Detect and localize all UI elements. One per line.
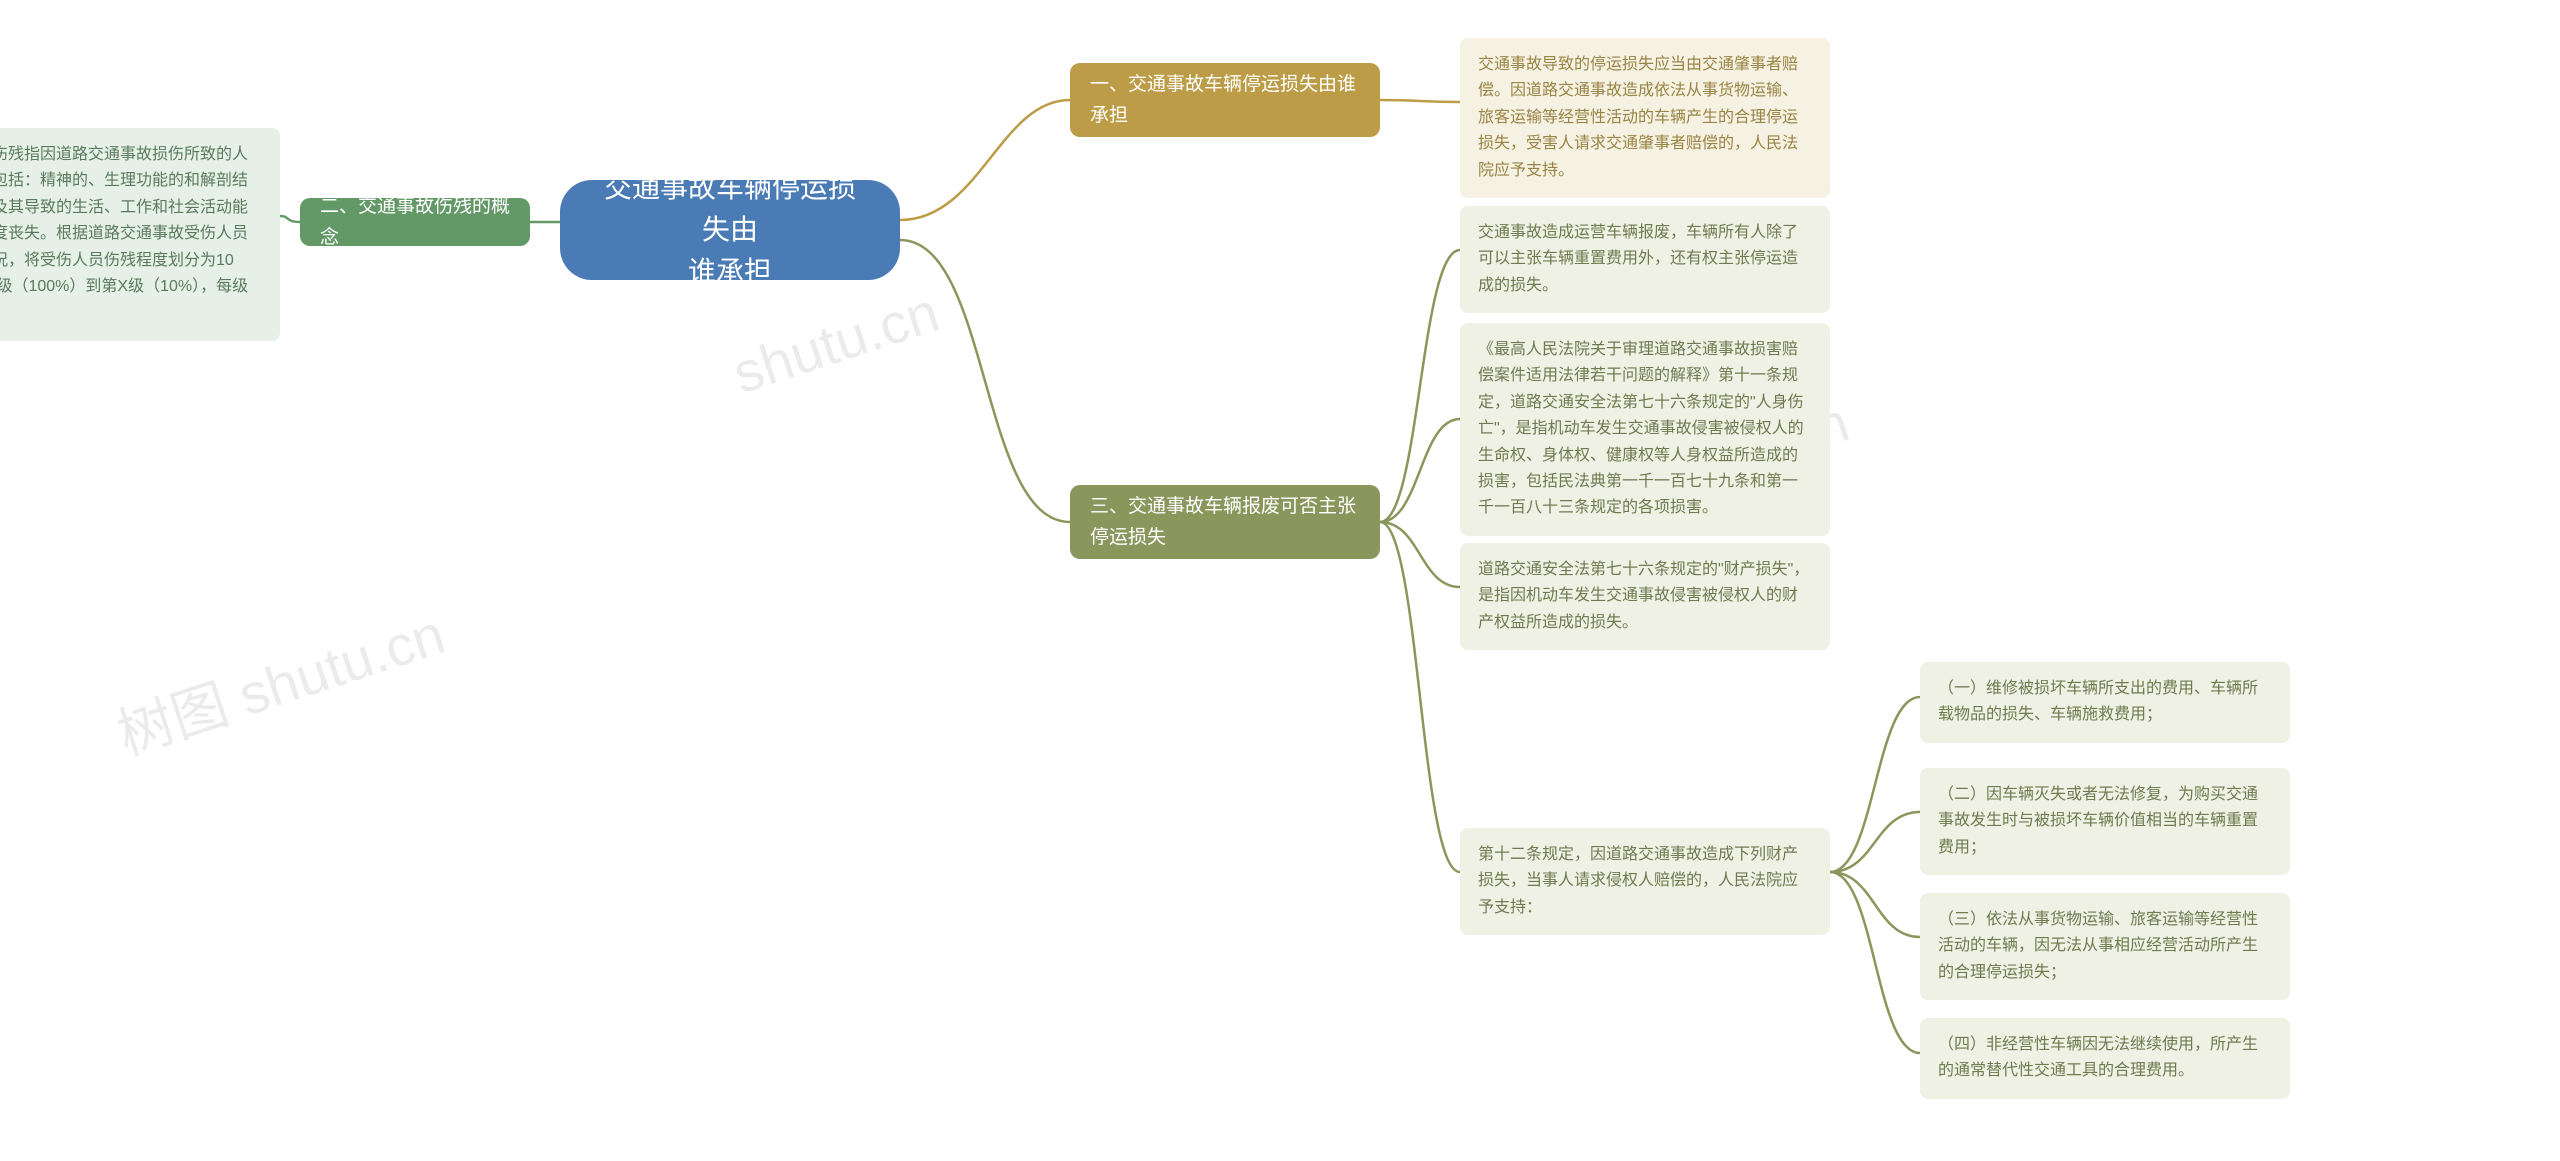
leaf-text: 交通事故造成运营车辆报废，车辆所有人除了可以主张车辆重置费用外，还有权主张停运造… xyxy=(1478,220,1812,299)
branch-1[interactable]: 一、交通事故车辆停运损失由谁承担 xyxy=(1070,63,1380,137)
leaf-text: （二）因车辆灭失或者无法修复，为购买交通事故发生时与被损坏车辆价值相当的车辆重置… xyxy=(1938,782,2272,861)
branch-2[interactable]: 二、交通事故伤残的概念 xyxy=(300,198,530,246)
branch-3-leaf-3[interactable]: 第十二条规定，因道路交通事故造成下列财产损失，当事人请求侵权人赔偿的，人民法院应… xyxy=(1460,828,1830,935)
branch-2-leaf[interactable]: 交通事故伤残指因道路交通事故损伤所致的人体残疾。包括：精神的、生理功能的和解剖结… xyxy=(0,128,280,341)
branch-3-leaf-1[interactable]: 《最高人民法院关于审理道路交通事故损害赔偿案件适用法律若干问题的解释》第十一条规… xyxy=(1460,323,1830,536)
leaf-text: 道路交通安全法第七十六条规定的"财产损失"，是指因机动车发生交通事故侵害被侵权人… xyxy=(1478,557,1812,636)
leaf-text: 《最高人民法院关于审理道路交通事故损害赔偿案件适用法律若干问题的解释》第十一条规… xyxy=(1478,337,1812,522)
watermark: 树图 shutu.cn xyxy=(106,590,454,772)
leaf-text: （四）非经营性车辆因无法继续使用，所产生的通常替代性交通工具的合理费用。 xyxy=(1938,1032,2272,1085)
branch-3-leaf-3-child-2[interactable]: （三）依法从事货物运输、旅客运输等经营性活动的车辆，因无法从事相应经营活动所产生… xyxy=(1920,893,2290,1000)
root-node[interactable]: 交通事故车辆停运损失由 谁承担 xyxy=(560,180,900,280)
branch-1-leaf[interactable]: 交通事故导致的停运损失应当由交通肇事者赔偿。因道路交通事故造成依法从事货物运输、… xyxy=(1460,38,1830,198)
branch-1-label: 一、交通事故车辆停运损失由谁承担 xyxy=(1090,69,1360,132)
leaf-text: （三）依法从事货物运输、旅客运输等经营性活动的车辆，因无法从事相应经营活动所产生… xyxy=(1938,907,2272,986)
branch-3[interactable]: 三、交通事故车辆报废可否主张停运损失 xyxy=(1070,485,1380,559)
root-text: 交通事故车辆停运损失由 谁承担 xyxy=(596,167,864,293)
branch-3-label: 三、交通事故车辆报废可否主张停运损失 xyxy=(1090,491,1360,554)
branch-1-leaf-text: 交通事故导致的停运损失应当由交通肇事者赔偿。因道路交通事故造成依法从事货物运输、… xyxy=(1478,52,1812,184)
branch-3-leaf-3-child-3[interactable]: （四）非经营性车辆因无法继续使用，所产生的通常替代性交通工具的合理费用。 xyxy=(1920,1018,2290,1099)
branch-3-leaf-2[interactable]: 道路交通安全法第七十六条规定的"财产损失"，是指因机动车发生交通事故侵害被侵权人… xyxy=(1460,543,1830,650)
leaf-text: （一）维修被损坏车辆所支出的费用、车辆所载物品的损失、车辆施救费用； xyxy=(1938,676,2272,729)
branch-2-leaf-text: 交通事故伤残指因道路交通事故损伤所致的人体残疾。包括：精神的、生理功能的和解剖结… xyxy=(0,142,262,327)
leaf-text: 第十二条规定，因道路交通事故造成下列财产损失，当事人请求侵权人赔偿的，人民法院应… xyxy=(1478,842,1812,921)
branch-3-leaf-0[interactable]: 交通事故造成运营车辆报废，车辆所有人除了可以主张车辆重置费用外，还有权主张停运造… xyxy=(1460,206,1830,313)
watermark: shutu.cn xyxy=(725,279,946,406)
branch-3-leaf-3-child-0[interactable]: （一）维修被损坏车辆所支出的费用、车辆所载物品的损失、车辆施救费用； xyxy=(1920,662,2290,743)
branch-3-leaf-3-child-1[interactable]: （二）因车辆灭失或者无法修复，为购买交通事故发生时与被损坏车辆价值相当的车辆重置… xyxy=(1920,768,2290,875)
branch-2-label: 二、交通事故伤残的概念 xyxy=(320,191,510,254)
